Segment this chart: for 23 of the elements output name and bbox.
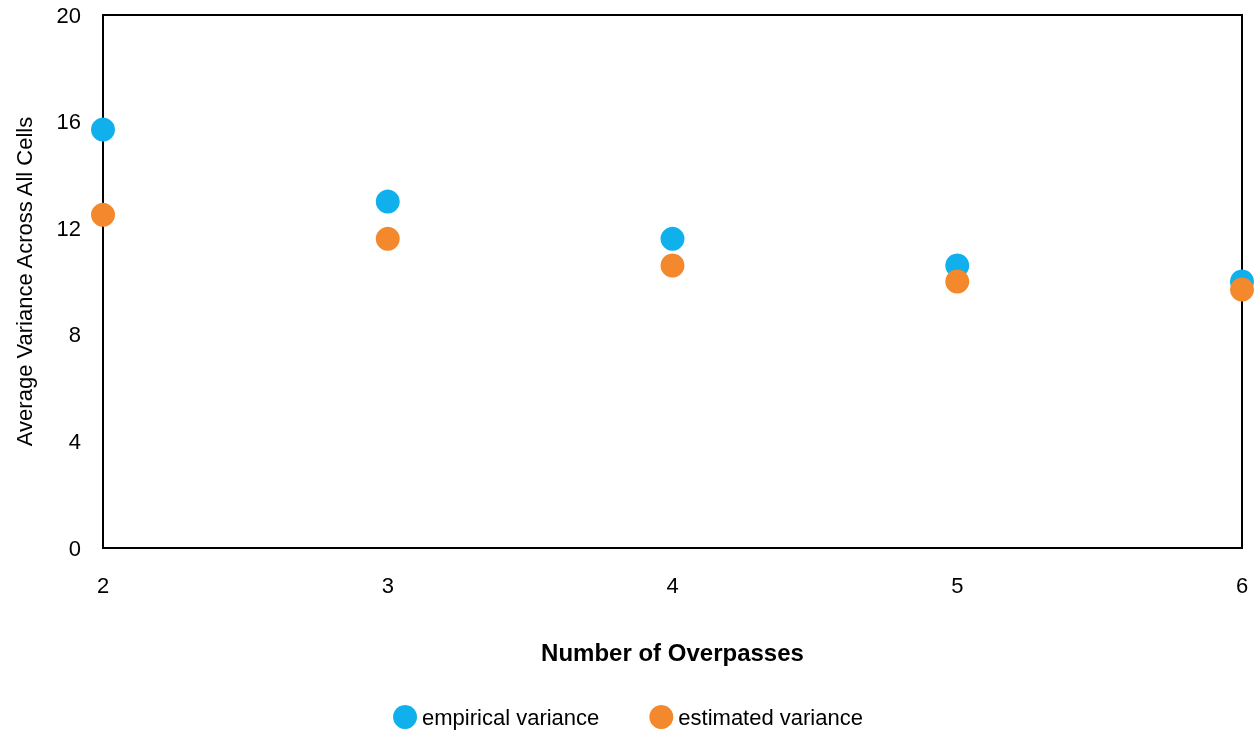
x-axis-title: Number of Overpasses — [541, 638, 804, 666]
y-axis-title: Average Variance Across All Cells — [11, 116, 37, 447]
y-tick-label: 20 — [56, 2, 81, 28]
x-tick-label: 4 — [666, 572, 679, 598]
y-tick-label: 16 — [56, 109, 81, 135]
x-tick-label: 6 — [1235, 572, 1249, 598]
point — [1230, 277, 1254, 302]
legend-label: empirical variance — [422, 704, 600, 730]
y-tick-label: 12 — [56, 215, 81, 241]
x-tick-label: 3 — [381, 572, 394, 598]
point — [375, 189, 400, 214]
point — [660, 226, 685, 251]
y-tick-label: 8 — [68, 322, 81, 348]
point — [375, 226, 400, 251]
y-tick-label: 0 — [68, 535, 81, 561]
point — [91, 202, 115, 227]
x-tick-label: 2 — [96, 572, 110, 598]
point — [91, 117, 115, 142]
point — [945, 269, 970, 294]
x-tick-label: 5 — [951, 572, 964, 598]
legend-label: estimated variance — [678, 704, 863, 730]
point — [660, 253, 685, 278]
y-tick-label: 4 — [68, 428, 81, 454]
